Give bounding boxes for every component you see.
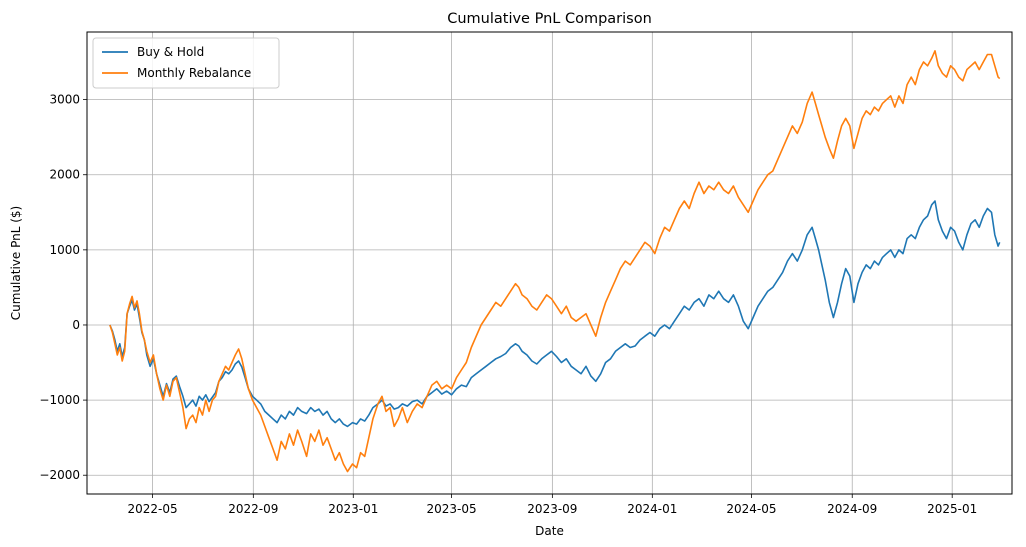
x-tick-label: 2025-01 — [927, 502, 977, 516]
legend: Buy & Hold Monthly Rebalance — [92, 37, 280, 89]
series-line-1 — [109, 49, 1001, 473]
x-tick-label: 2024-05 — [726, 502, 776, 516]
plot-lines — [109, 49, 1001, 473]
legend-label-1: Monthly Rebalance — [137, 66, 251, 80]
y-tick-label: 1000 — [49, 243, 80, 257]
grid — [87, 32, 1012, 494]
y-tick-label: −2000 — [39, 468, 80, 482]
x-tick-label: 2024-01 — [627, 502, 677, 516]
x-tick-label: 2024-09 — [827, 502, 877, 516]
x-axis: 2022-05 2022-09 2023-01 2023-05 2023-09 2024-… — [127, 494, 977, 516]
x-tick-label: 2023-01 — [328, 502, 378, 516]
x-tick-label: 2022-05 — [127, 502, 177, 516]
y-axis-title: Cumulative PnL ($) — [9, 206, 23, 320]
series-line-0 — [109, 200, 1001, 428]
x-tick-label: 2023-05 — [427, 502, 477, 516]
y-tick-label: 0 — [72, 318, 80, 332]
legend-label-0: Buy & Hold — [137, 45, 204, 59]
plot-frame — [86, 31, 1013, 495]
x-tick-label: 2023-09 — [527, 502, 577, 516]
chart-title: Cumulative PnL Comparison — [447, 11, 652, 27]
y-tick-label: 2000 — [49, 168, 80, 182]
legend-box — [92, 37, 280, 89]
y-tick-label: 3000 — [49, 93, 80, 107]
y-tick-label: −1000 — [39, 393, 80, 407]
x-axis-title: Date — [535, 524, 564, 538]
x-tick-label: 2022-09 — [228, 502, 278, 516]
y-axis: −2000 −1000 0 1000 2000 3000 — [39, 93, 87, 482]
